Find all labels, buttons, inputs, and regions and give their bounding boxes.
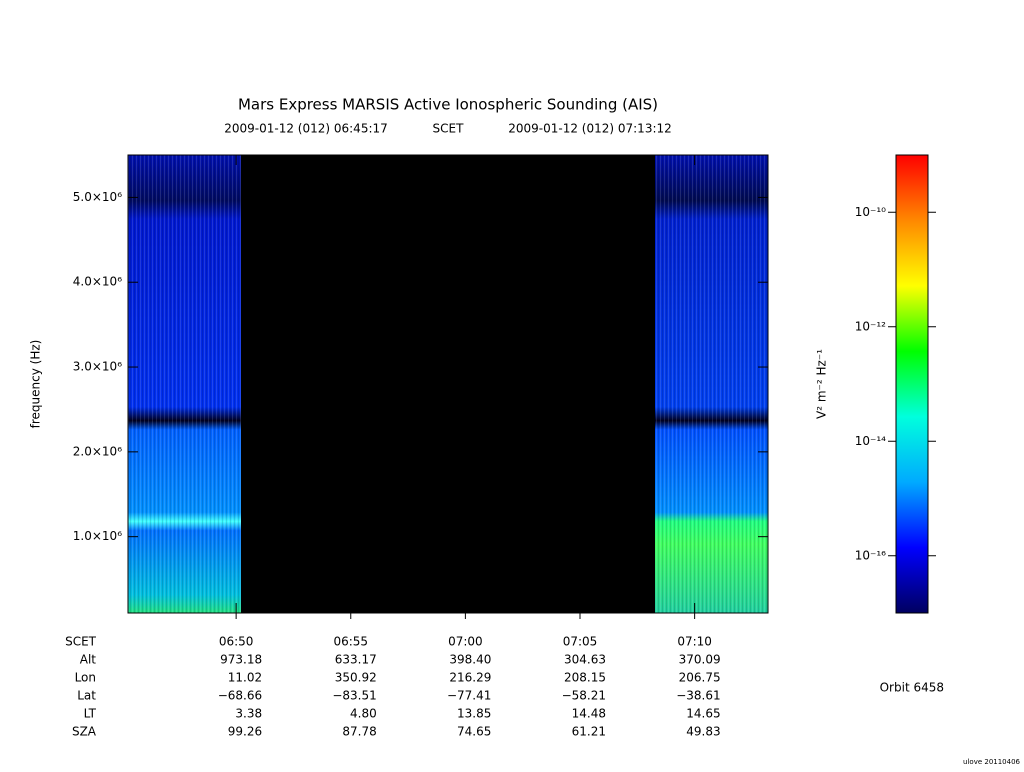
chart-title: Mars Express MARSIS Active Ionospheric S…	[238, 96, 658, 114]
ephemeris-value: −83.51	[332, 689, 376, 703]
x-tick-label: 07:05	[563, 635, 598, 649]
spectrogram-texture	[128, 155, 241, 613]
ephemeris-value: 87.78	[342, 725, 376, 739]
ephemeris-row-label: LT	[84, 707, 97, 721]
ephemeris-value: −38.61	[676, 689, 720, 703]
ephemeris-value: 973.18	[220, 653, 262, 667]
ephemeris-value: 206.75	[679, 671, 721, 685]
spectrogram-texture	[655, 155, 768, 613]
ephemeris-value: 74.65	[457, 725, 491, 739]
ephemeris-value: 14.65	[686, 707, 720, 721]
colorbar-label: V² m⁻² Hz⁻¹	[815, 349, 829, 419]
ephemeris-row-label: Lat	[77, 689, 96, 703]
y-tick-label: 4.0×10⁶	[73, 275, 122, 289]
colorbar-tick-label: 10⁻¹²	[855, 319, 886, 333]
ephemeris-value: 14.48	[572, 707, 606, 721]
colorbar-tick-label: 10⁻¹⁰	[855, 205, 886, 219]
y-tick-label: 2.0×10⁶	[73, 444, 122, 458]
ephemeris-value: 4.80	[350, 707, 377, 721]
ephemeris-value: 350.92	[335, 671, 377, 685]
y-tick-label: 5.0×10⁶	[73, 190, 122, 204]
ephemeris-row-label: SCET	[65, 635, 97, 649]
y-tick-label: 1.0×10⁶	[73, 529, 122, 543]
ephemeris-row-label: SZA	[72, 725, 97, 739]
ephemeris-value: 208.15	[564, 671, 606, 685]
x-tick-label: 06:50	[219, 635, 254, 649]
ephemeris-value: 633.17	[335, 653, 377, 667]
ephemeris-value: −68.66	[218, 689, 262, 703]
ephemeris-value: −77.41	[447, 689, 491, 703]
x-tick-label: 06:55	[333, 635, 368, 649]
colorbar-tick-label: 10⁻¹⁴	[855, 434, 886, 448]
ephemeris-value: 398.40	[449, 653, 491, 667]
ephemeris-row-label: Lon	[75, 671, 96, 685]
ephemeris-value: 216.29	[449, 671, 491, 685]
ephemeris-value: 3.38	[235, 707, 262, 721]
y-tick-label: 3.0×10⁶	[73, 360, 122, 374]
start-time: 2009-01-12 (012) 06:45:17	[224, 122, 388, 136]
colorbar-tick-label: 10⁻¹⁶	[855, 548, 886, 562]
ephemeris-value: 49.83	[686, 725, 720, 739]
ephemeris-value: 370.09	[679, 653, 721, 667]
ephemeris-value: 304.63	[564, 653, 606, 667]
ephemeris-value: 13.85	[457, 707, 491, 721]
colorbar	[895, 154, 929, 614]
end-time: 2009-01-12 (012) 07:13:12	[508, 122, 672, 136]
time-label: SCET	[433, 122, 465, 136]
orbit: Orbit 6458	[880, 681, 944, 695]
x-tick-label: 07:10	[677, 635, 712, 649]
ephemeris-row-label: Alt	[80, 653, 97, 667]
x-tick-label: 07:00	[448, 635, 483, 649]
ephemeris-value: 61.21	[572, 725, 606, 739]
y-axis-label: frequency (Hz)	[29, 340, 43, 429]
ephemeris-value: 99.26	[228, 725, 262, 739]
plot-frame	[127, 154, 769, 614]
plot	[127, 154, 769, 614]
ephemeris-value: 11.02	[228, 671, 262, 685]
credit: ulove 20110406	[963, 758, 1021, 766]
ephemeris-value: −58.21	[562, 689, 606, 703]
